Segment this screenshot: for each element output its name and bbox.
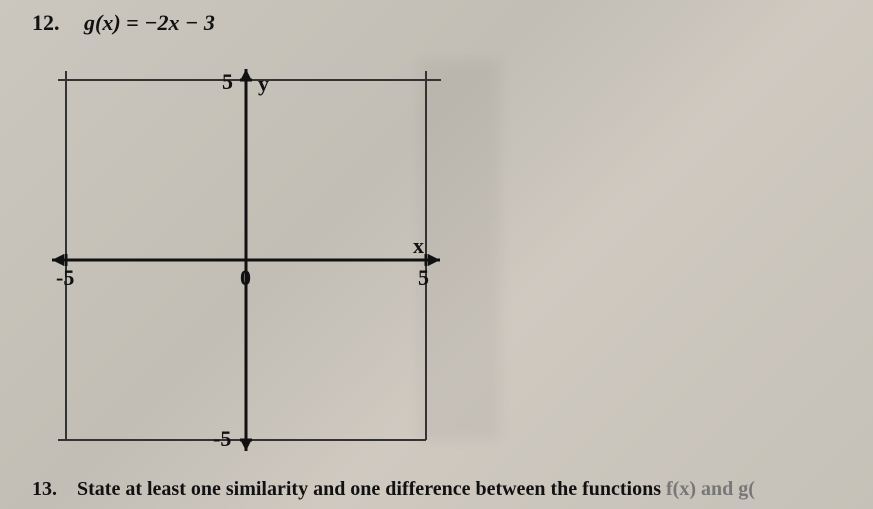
x-tick-label-neg5: -5: [56, 265, 74, 290]
question-13-text: State at least one similarity and one di…: [77, 478, 661, 500]
question-13-text-faded: f(x) and g(: [666, 478, 755, 500]
origin-label: 0: [240, 265, 251, 290]
question-12-function: g(x) = −2x − 3: [84, 10, 215, 36]
axes-svg: 5 y -5 -5 0 x 5: [46, 65, 446, 455]
x-axis-label: x: [413, 233, 424, 258]
question-12-number: 12.: [32, 10, 60, 36]
y-tick-label-neg5: -5: [213, 426, 231, 451]
y-axis-label: y: [258, 71, 269, 96]
x-tick-label-pos5: 5: [418, 265, 429, 290]
graph-area: 5 y -5 -5 0 x 5: [46, 65, 446, 455]
question-13: 13. State at least one similarity and on…: [32, 478, 852, 501]
question-13-number: 13.: [32, 478, 57, 500]
y-tick-label-pos5: 5: [222, 69, 233, 94]
x-axis-arrow-right: [428, 254, 440, 266]
worksheet-page: 12. g(x) = −2x − 3: [0, 0, 873, 509]
